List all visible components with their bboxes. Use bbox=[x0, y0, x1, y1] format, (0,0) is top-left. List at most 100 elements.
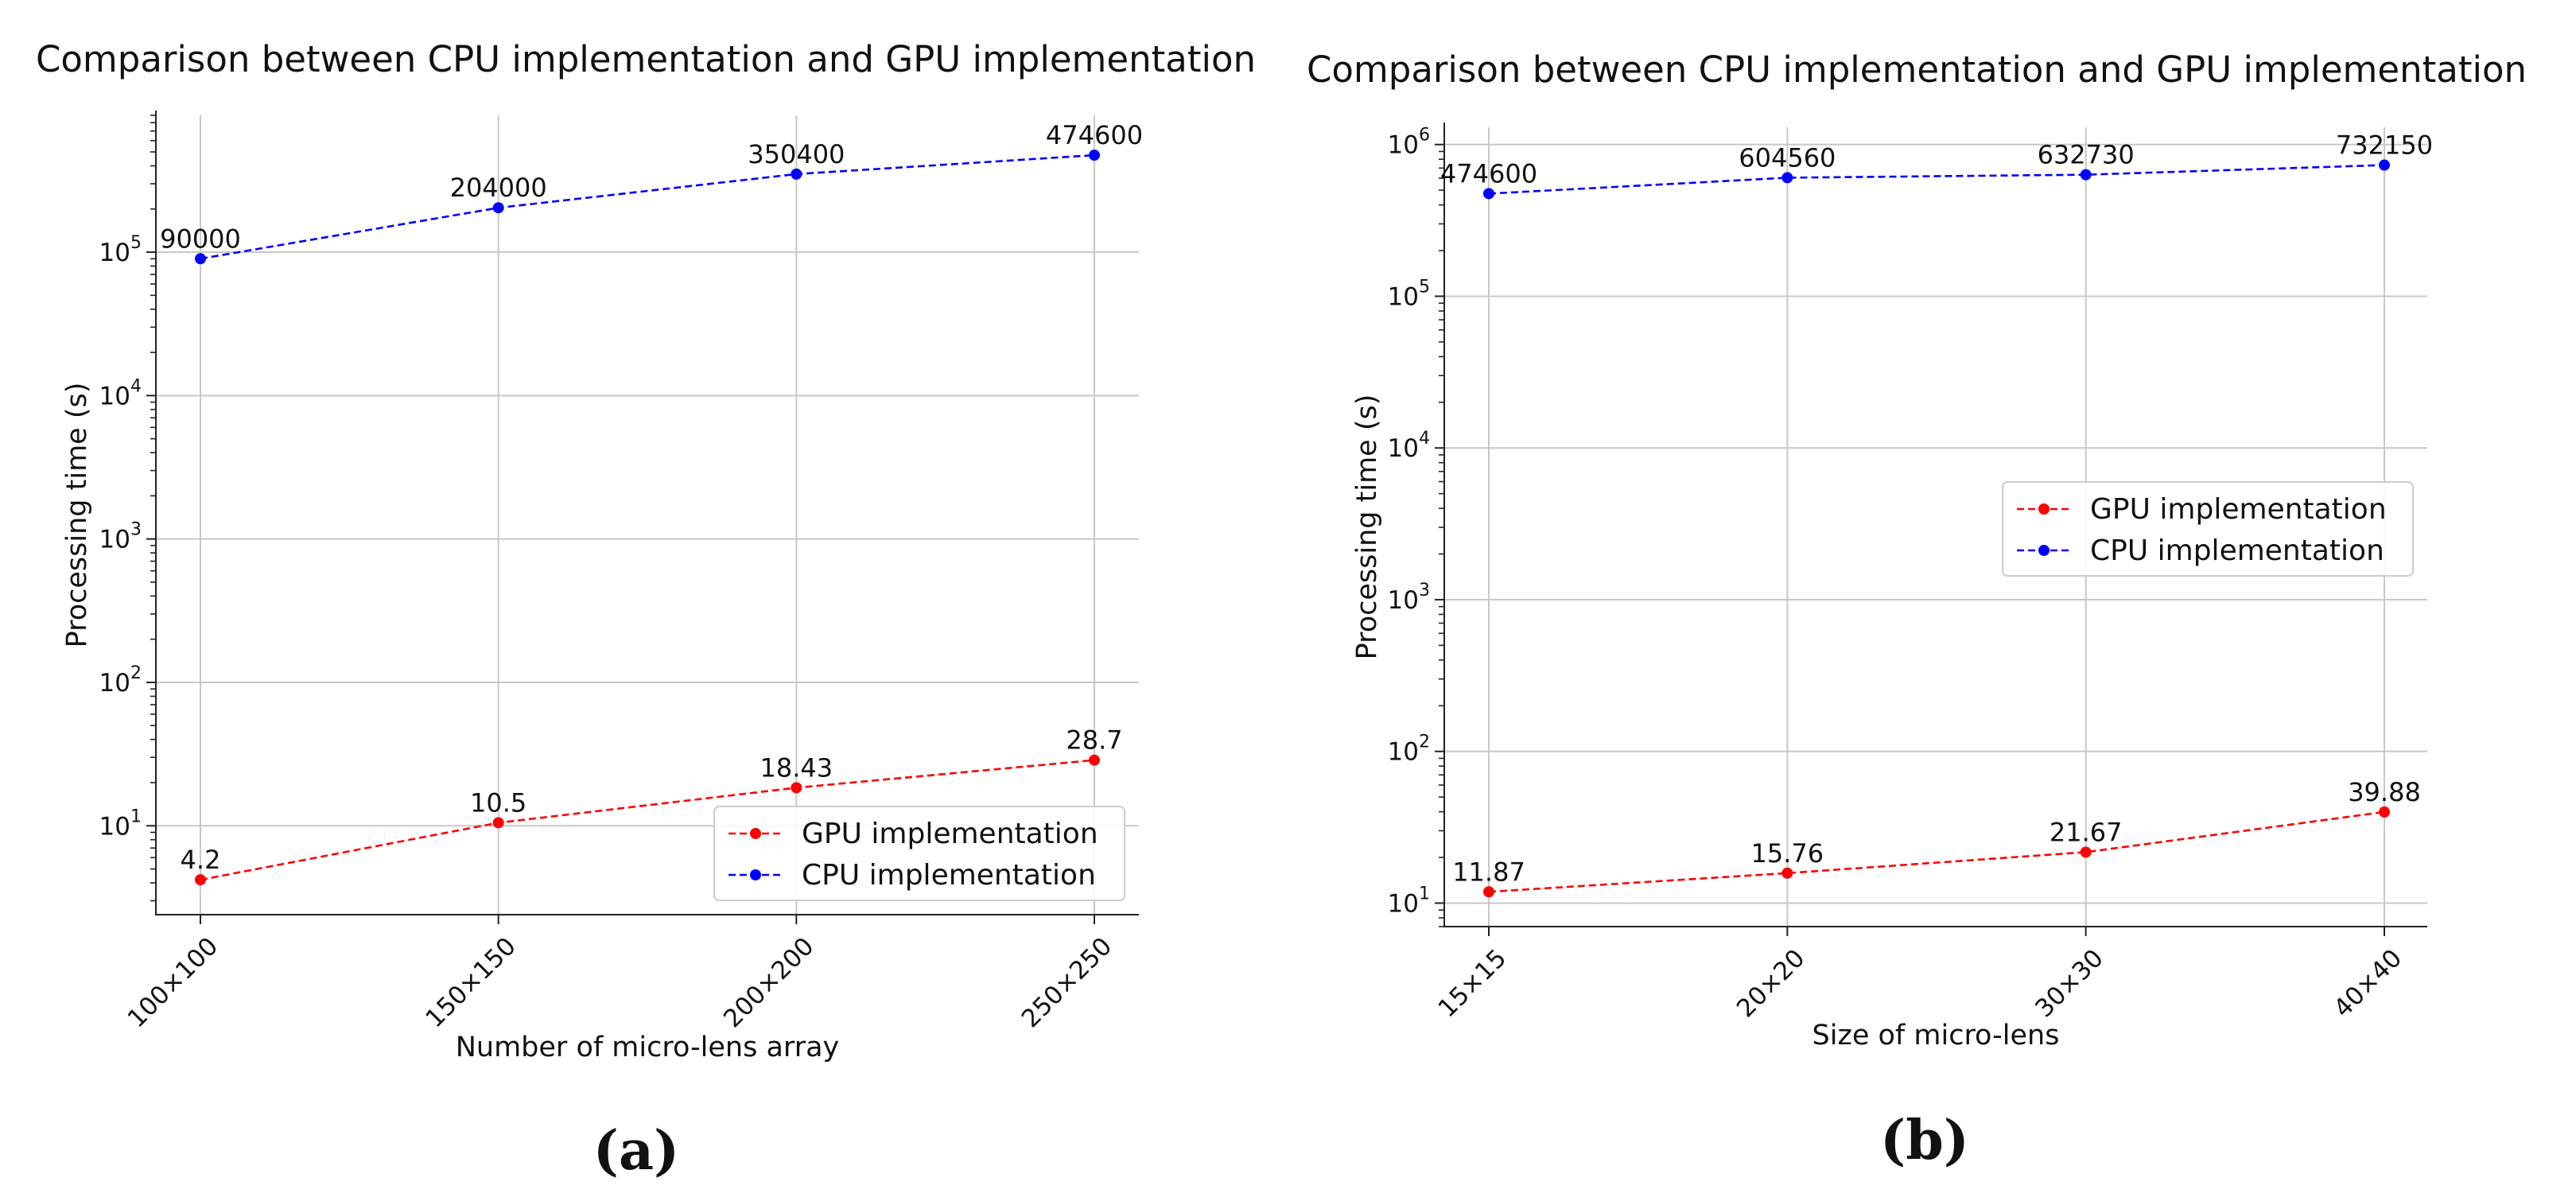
legend-cpu-marker bbox=[2038, 545, 2050, 556]
axes-spine bbox=[155, 111, 1139, 915]
gpu-data-point bbox=[2080, 846, 2092, 858]
data-label: 15.76 bbox=[1751, 838, 1824, 869]
y-tick-exponent: 4 bbox=[130, 376, 142, 396]
data-label: 28.7 bbox=[1066, 725, 1122, 756]
x-axis-label: Number of micro-lens array bbox=[456, 1032, 840, 1063]
x-tick-label: 150×150 bbox=[420, 932, 522, 1034]
data-label: 39.88 bbox=[2348, 777, 2421, 807]
chart-legend: GPU implementation CPU implementation bbox=[713, 806, 1125, 901]
y-tick-label: 106 bbox=[1388, 126, 1430, 160]
x-tick-label: 40×40 bbox=[2329, 944, 2408, 1024]
legend-gpu-marker bbox=[2038, 503, 2050, 515]
data-label: 21.67 bbox=[2050, 817, 2123, 847]
y-tick-exponent: 1 bbox=[1419, 884, 1430, 904]
data-label: 18.43 bbox=[760, 752, 833, 783]
data-label: 604560 bbox=[1739, 142, 1836, 173]
y-tick-label: 104 bbox=[99, 376, 142, 410]
y-axis-label: Processing time (s) bbox=[1351, 395, 1383, 660]
x-tick-label: 250×250 bbox=[1016, 932, 1118, 1034]
legend-cpu-marker bbox=[750, 869, 761, 880]
chart-title: Comparison between CPU implementation an… bbox=[36, 38, 1256, 80]
y-tick-base: 10 bbox=[1388, 586, 1419, 615]
gpu-data-point bbox=[791, 782, 802, 794]
y-tick-exponent: 5 bbox=[130, 233, 142, 253]
chart-panel-a: Comparison between CPU implementation an… bbox=[36, 38, 1256, 1183]
y-tick-exponent: 5 bbox=[1419, 277, 1430, 297]
legend-gpu-label: GPU implementation bbox=[2090, 493, 2387, 526]
y-tick-base: 10 bbox=[99, 382, 130, 410]
y-tick-base: 10 bbox=[99, 239, 130, 267]
y-tick-label: 101 bbox=[1388, 884, 1430, 918]
y-tick-exponent: 3 bbox=[1419, 581, 1430, 600]
data-label: 474600 bbox=[1440, 158, 1537, 189]
y-tick-label: 101 bbox=[99, 806, 142, 841]
data-label: 632730 bbox=[2038, 140, 2135, 170]
cpu-data-point bbox=[2080, 169, 2092, 181]
cpu-data-point bbox=[492, 202, 504, 214]
gpu-data-point bbox=[1781, 867, 1793, 879]
y-tick-base: 10 bbox=[1388, 738, 1419, 767]
legend-gpu-label: GPU implementation bbox=[802, 818, 1098, 850]
y-tick-base: 10 bbox=[1388, 282, 1419, 311]
x-tick-label: 20×20 bbox=[1731, 944, 1811, 1024]
chart-legend: GPU implementation CPU implementation bbox=[2002, 481, 2414, 577]
data-label: 90000 bbox=[160, 223, 241, 254]
y-tick-exponent: 2 bbox=[130, 663, 142, 683]
cpu-data-point bbox=[1089, 150, 1100, 161]
legend-gpu-marker bbox=[750, 828, 761, 839]
data-label: 350400 bbox=[748, 139, 845, 169]
gpu-data-point bbox=[1483, 886, 1494, 898]
gpu-data-point bbox=[195, 874, 206, 886]
gpu-data-point bbox=[2379, 806, 2390, 818]
x-tick-label: 15×15 bbox=[1433, 944, 1513, 1024]
y-tick-label: 103 bbox=[1388, 581, 1430, 615]
legend-box bbox=[2002, 481, 2414, 577]
legend-cpu-label: CPU implementation bbox=[2090, 534, 2384, 567]
y-tick-label: 102 bbox=[99, 663, 142, 698]
x-tick-label: 100×100 bbox=[122, 932, 224, 1034]
cpu-data-point bbox=[791, 168, 802, 180]
chart-panel-b: Comparison between CPU implementation an… bbox=[1307, 49, 2527, 1172]
legend-box bbox=[713, 806, 1125, 901]
y-tick-label: 102 bbox=[1388, 733, 1430, 767]
y-tick-exponent: 4 bbox=[1419, 429, 1430, 449]
y-tick-base: 10 bbox=[99, 526, 130, 554]
y-tick-base: 10 bbox=[1388, 434, 1419, 463]
y-tick-exponent: 1 bbox=[130, 806, 142, 826]
x-axis-label: Size of micro-lens bbox=[1813, 1020, 2060, 1051]
legend-cpu-label: CPU implementation bbox=[802, 859, 1096, 892]
axes-spine bbox=[1443, 122, 2427, 927]
chart-title: Comparison between CPU implementation an… bbox=[1307, 49, 2527, 91]
gpu-data-point bbox=[1089, 754, 1100, 766]
x-tick-label: 200×200 bbox=[718, 932, 820, 1034]
gpu-data-point bbox=[492, 817, 504, 829]
y-tick-exponent: 6 bbox=[1419, 126, 1430, 146]
data-label: 11.87 bbox=[1452, 857, 1525, 887]
panel-caption: (a) bbox=[593, 1119, 679, 1183]
y-axis-label: Processing time (s) bbox=[61, 383, 93, 648]
cpu-series-line bbox=[1488, 164, 2385, 195]
gpu-series-line bbox=[1488, 810, 2385, 893]
cpu-data-point bbox=[1483, 188, 1494, 200]
y-tick-exponent: 2 bbox=[1419, 733, 1430, 752]
y-tick-label: 105 bbox=[99, 233, 142, 267]
data-label: 204000 bbox=[450, 173, 547, 203]
y-tick-label: 104 bbox=[1388, 429, 1430, 463]
data-label: 4.2 bbox=[181, 845, 221, 875]
data-label: 10.5 bbox=[470, 787, 526, 818]
gpu-series-line bbox=[200, 759, 1095, 881]
y-tick-base: 10 bbox=[1388, 889, 1419, 918]
x-tick-label: 30×30 bbox=[2030, 944, 2109, 1024]
cpu-data-point bbox=[2379, 159, 2390, 171]
data-label: 474600 bbox=[1046, 120, 1143, 150]
panel-caption: (b) bbox=[1880, 1109, 1969, 1172]
y-tick-base: 10 bbox=[99, 669, 130, 698]
y-tick-base: 10 bbox=[99, 812, 130, 841]
cpu-series-line bbox=[200, 154, 1095, 260]
cpu-data-point bbox=[195, 253, 206, 265]
y-tick-label: 105 bbox=[1388, 277, 1430, 311]
y-tick-exponent: 3 bbox=[130, 520, 142, 540]
cpu-data-point bbox=[1781, 172, 1793, 184]
y-tick-label: 103 bbox=[99, 520, 142, 554]
